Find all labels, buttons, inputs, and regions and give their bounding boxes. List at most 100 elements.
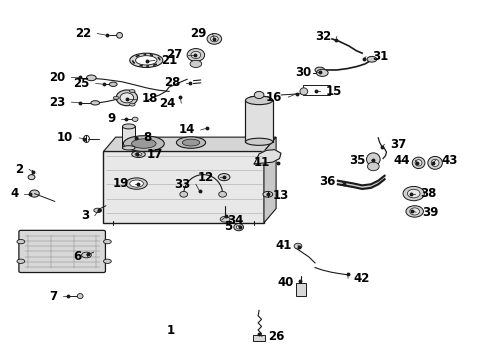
Ellipse shape bbox=[190, 60, 201, 67]
Ellipse shape bbox=[263, 192, 272, 197]
Text: 5: 5 bbox=[224, 220, 232, 233]
Ellipse shape bbox=[131, 139, 156, 148]
Text: 18: 18 bbox=[141, 92, 158, 105]
Text: 22: 22 bbox=[75, 27, 91, 40]
Bar bbox=[122, 126, 135, 148]
Text: 41: 41 bbox=[275, 239, 291, 252]
Ellipse shape bbox=[206, 33, 221, 44]
Text: 35: 35 bbox=[348, 154, 365, 167]
Text: 42: 42 bbox=[353, 272, 369, 285]
Bar bbox=[245, 100, 272, 142]
Text: 4: 4 bbox=[10, 187, 19, 200]
Text: 29: 29 bbox=[190, 27, 206, 40]
Text: 38: 38 bbox=[420, 187, 436, 200]
Text: 6: 6 bbox=[73, 250, 81, 263]
Ellipse shape bbox=[77, 294, 83, 298]
Ellipse shape bbox=[367, 162, 378, 171]
Ellipse shape bbox=[94, 208, 102, 212]
Ellipse shape bbox=[293, 243, 301, 249]
Ellipse shape bbox=[187, 49, 204, 62]
Text: 26: 26 bbox=[267, 330, 284, 343]
Ellipse shape bbox=[180, 192, 187, 197]
Ellipse shape bbox=[430, 159, 438, 166]
Ellipse shape bbox=[245, 96, 272, 105]
Ellipse shape bbox=[135, 56, 157, 65]
Text: 34: 34 bbox=[227, 213, 244, 226]
Text: 19: 19 bbox=[112, 177, 128, 190]
Ellipse shape bbox=[17, 259, 25, 264]
Ellipse shape bbox=[132, 117, 138, 121]
Ellipse shape bbox=[135, 153, 142, 156]
Text: 33: 33 bbox=[173, 178, 190, 191]
Text: 31: 31 bbox=[371, 50, 387, 63]
Bar bbox=[253, 335, 265, 342]
Ellipse shape bbox=[113, 96, 119, 99]
Ellipse shape bbox=[407, 189, 419, 198]
Ellipse shape bbox=[402, 186, 424, 201]
Ellipse shape bbox=[236, 225, 241, 229]
Bar bbox=[302, 85, 329, 95]
Text: 43: 43 bbox=[441, 154, 457, 167]
Ellipse shape bbox=[120, 93, 133, 103]
Text: 28: 28 bbox=[163, 76, 180, 89]
Text: 10: 10 bbox=[57, 131, 73, 144]
Ellipse shape bbox=[129, 53, 163, 67]
Text: 32: 32 bbox=[314, 30, 330, 43]
Ellipse shape bbox=[182, 139, 200, 146]
Ellipse shape bbox=[131, 151, 145, 157]
Ellipse shape bbox=[129, 90, 135, 93]
Ellipse shape bbox=[409, 208, 419, 215]
Ellipse shape bbox=[81, 252, 91, 258]
Text: 13: 13 bbox=[272, 189, 288, 202]
Polygon shape bbox=[264, 137, 276, 223]
Ellipse shape bbox=[316, 69, 327, 76]
Ellipse shape bbox=[86, 75, 96, 81]
Polygon shape bbox=[254, 150, 281, 164]
Text: 40: 40 bbox=[277, 276, 293, 289]
Text: 9: 9 bbox=[107, 112, 116, 125]
Ellipse shape bbox=[411, 157, 424, 168]
Text: 21: 21 bbox=[161, 54, 177, 67]
Text: 12: 12 bbox=[198, 171, 214, 184]
Text: 39: 39 bbox=[421, 206, 437, 219]
Ellipse shape bbox=[122, 146, 135, 150]
Ellipse shape bbox=[116, 32, 122, 38]
Ellipse shape bbox=[91, 101, 100, 105]
Text: 36: 36 bbox=[319, 175, 335, 188]
Ellipse shape bbox=[116, 90, 137, 106]
Text: 44: 44 bbox=[392, 154, 409, 167]
Text: 16: 16 bbox=[265, 91, 282, 104]
Text: 8: 8 bbox=[143, 131, 151, 144]
Ellipse shape bbox=[109, 82, 117, 86]
Text: 20: 20 bbox=[49, 71, 65, 84]
Ellipse shape bbox=[125, 178, 147, 189]
Text: 30: 30 bbox=[295, 66, 311, 78]
Ellipse shape bbox=[123, 136, 164, 152]
Text: 11: 11 bbox=[253, 156, 269, 169]
Text: 3: 3 bbox=[81, 209, 89, 222]
Text: 27: 27 bbox=[165, 49, 182, 62]
Text: 1: 1 bbox=[166, 324, 174, 337]
Polygon shape bbox=[103, 137, 276, 152]
Ellipse shape bbox=[405, 206, 423, 217]
Text: 14: 14 bbox=[178, 123, 195, 136]
Ellipse shape bbox=[254, 91, 264, 99]
Ellipse shape bbox=[220, 216, 229, 222]
Text: 24: 24 bbox=[159, 97, 175, 110]
Ellipse shape bbox=[218, 174, 229, 181]
Ellipse shape bbox=[314, 67, 324, 73]
Text: 2: 2 bbox=[15, 163, 23, 176]
Ellipse shape bbox=[366, 57, 376, 62]
Ellipse shape bbox=[129, 180, 143, 187]
Ellipse shape bbox=[210, 36, 218, 42]
Ellipse shape bbox=[414, 159, 421, 166]
Text: 37: 37 bbox=[389, 138, 406, 151]
Ellipse shape bbox=[28, 175, 35, 180]
Ellipse shape bbox=[30, 190, 39, 197]
Bar bbox=[295, 283, 305, 296]
Text: 23: 23 bbox=[49, 96, 65, 109]
Text: 7: 7 bbox=[49, 289, 57, 303]
Ellipse shape bbox=[233, 224, 243, 231]
Ellipse shape bbox=[191, 51, 201, 59]
Text: 25: 25 bbox=[73, 77, 90, 90]
